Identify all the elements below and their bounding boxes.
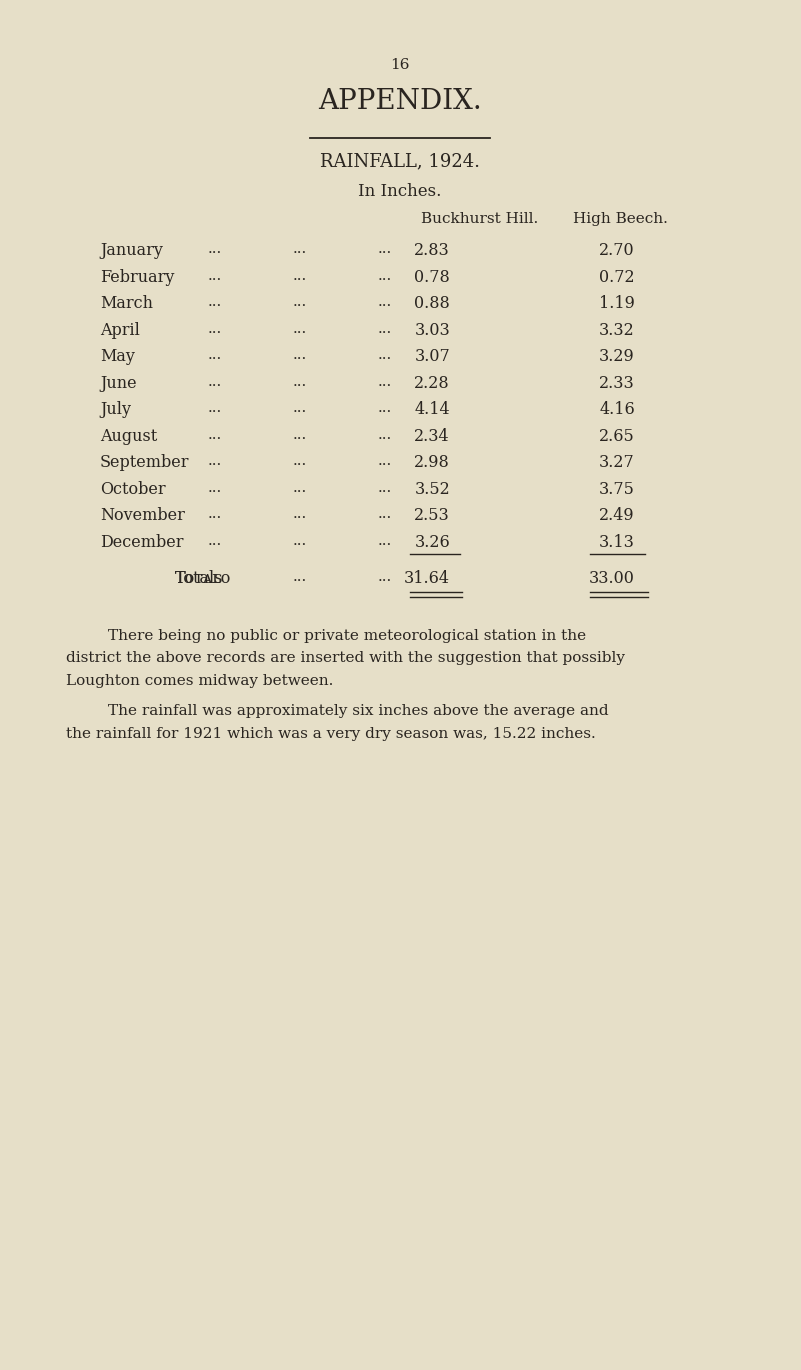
- Text: ...: ...: [293, 374, 307, 389]
- Text: August: August: [100, 427, 157, 444]
- Text: ...: ...: [378, 242, 392, 256]
- Text: ...: ...: [293, 401, 307, 415]
- Text: district the above records are inserted with the suggestion that possibly: district the above records are inserted …: [66, 651, 625, 664]
- Text: There being no public or private meteorological station in the: There being no public or private meteoro…: [108, 629, 586, 643]
- Text: The rainfall was approximately six inches above the average and: The rainfall was approximately six inche…: [108, 704, 609, 718]
- Text: ...: ...: [208, 269, 222, 282]
- Text: January: January: [100, 242, 163, 259]
- Text: 1.19: 1.19: [599, 295, 635, 312]
- Text: 3.52: 3.52: [414, 481, 450, 497]
- Text: ...: ...: [378, 401, 392, 415]
- Text: In Inches.: In Inches.: [358, 184, 441, 200]
- Text: 0.88: 0.88: [414, 295, 450, 312]
- Text: 0.78: 0.78: [414, 269, 450, 285]
- Text: Loughton comes midway between.: Loughton comes midway between.: [66, 674, 333, 688]
- Text: 31.64: 31.64: [404, 570, 450, 586]
- Text: ...: ...: [208, 401, 222, 415]
- Text: September: September: [100, 453, 190, 471]
- Text: ...: ...: [208, 533, 222, 548]
- Text: February: February: [100, 269, 175, 285]
- Text: May: May: [100, 348, 135, 364]
- Text: ...: ...: [378, 322, 392, 336]
- Text: ...: ...: [293, 453, 307, 469]
- Text: ...: ...: [293, 242, 307, 256]
- Text: 4.16: 4.16: [599, 401, 635, 418]
- Text: 3.03: 3.03: [414, 322, 450, 338]
- Text: ...: ...: [208, 242, 222, 256]
- Text: 2.83: 2.83: [414, 242, 450, 259]
- Text: ...: ...: [293, 427, 307, 441]
- Text: March: March: [100, 295, 153, 312]
- Text: 33.00: 33.00: [589, 570, 635, 586]
- Text: ...: ...: [378, 570, 392, 584]
- Text: 0.72: 0.72: [599, 269, 635, 285]
- Text: ...: ...: [378, 295, 392, 310]
- Text: 3.32: 3.32: [599, 322, 635, 338]
- Text: Totals: Totals: [175, 570, 223, 586]
- Text: RAINFALL, 1924.: RAINFALL, 1924.: [320, 152, 480, 170]
- Text: 2.49: 2.49: [599, 507, 635, 523]
- Text: June: June: [100, 374, 137, 392]
- Text: 3.29: 3.29: [599, 348, 635, 364]
- Text: ...: ...: [293, 570, 307, 584]
- Text: July: July: [100, 401, 131, 418]
- Text: Tᴏᴛᴀʟᴏ: Tᴏᴛᴀʟᴏ: [175, 570, 231, 586]
- Text: High Beech.: High Beech.: [573, 212, 667, 226]
- Text: 3.26: 3.26: [414, 533, 450, 551]
- Text: 4.14: 4.14: [414, 401, 450, 418]
- Text: December: December: [100, 533, 183, 551]
- Text: ...: ...: [378, 481, 392, 495]
- Text: 2.70: 2.70: [599, 242, 635, 259]
- Text: ...: ...: [378, 374, 392, 389]
- Text: ...: ...: [208, 374, 222, 389]
- Text: ...: ...: [378, 507, 392, 521]
- Text: ...: ...: [378, 348, 392, 362]
- Text: ...: ...: [208, 453, 222, 469]
- Text: ...: ...: [378, 427, 392, 441]
- Text: ...: ...: [293, 348, 307, 362]
- Text: 3.75: 3.75: [599, 481, 635, 497]
- Text: ...: ...: [293, 533, 307, 548]
- Text: April: April: [100, 322, 140, 338]
- Text: ...: ...: [208, 322, 222, 336]
- Text: 3.27: 3.27: [599, 453, 635, 471]
- Text: Buckhurst Hill.: Buckhurst Hill.: [421, 212, 538, 226]
- Text: 3.13: 3.13: [599, 533, 635, 551]
- Text: 2.65: 2.65: [599, 427, 635, 444]
- Text: 3.07: 3.07: [414, 348, 450, 364]
- Text: ...: ...: [293, 269, 307, 282]
- Text: 2.28: 2.28: [414, 374, 450, 392]
- Text: ...: ...: [378, 533, 392, 548]
- Text: ...: ...: [378, 453, 392, 469]
- Text: 16: 16: [390, 58, 410, 73]
- Text: 2.53: 2.53: [414, 507, 450, 523]
- Text: October: October: [100, 481, 166, 497]
- Text: November: November: [100, 507, 185, 523]
- Text: ...: ...: [293, 507, 307, 521]
- Text: ...: ...: [208, 348, 222, 362]
- Text: ...: ...: [208, 481, 222, 495]
- Text: the rainfall for 1921 which was a very dry season was, 15.22 inches.: the rainfall for 1921 which was a very d…: [66, 726, 596, 741]
- Text: ...: ...: [293, 295, 307, 310]
- Text: 2.33: 2.33: [599, 374, 635, 392]
- Text: ...: ...: [208, 507, 222, 521]
- Text: ...: ...: [293, 481, 307, 495]
- Text: ...: ...: [208, 295, 222, 310]
- Text: 2.34: 2.34: [414, 427, 450, 444]
- Text: ...: ...: [378, 269, 392, 282]
- Text: ...: ...: [293, 322, 307, 336]
- Text: 2.98: 2.98: [414, 453, 450, 471]
- Text: ...: ...: [208, 427, 222, 441]
- Text: APPENDIX.: APPENDIX.: [318, 88, 482, 115]
